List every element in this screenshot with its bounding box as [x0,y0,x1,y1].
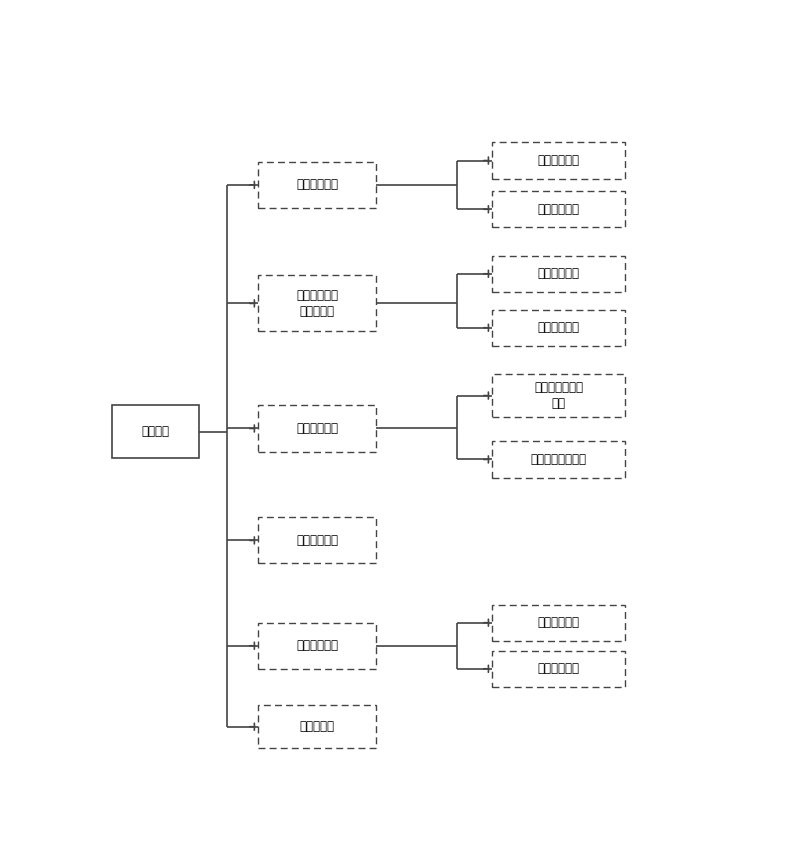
Bar [258,405,376,451]
Bar [492,256,626,292]
Text: 测点分布及路
径规划模块: 测点分布及路 径规划模块 [296,289,338,318]
Bar [258,275,376,332]
Text: 测量程序生成模块: 测量程序生成模块 [531,453,586,466]
Text: 测量路径干涉检
测块: 测量路径干涉检 测块 [534,380,583,410]
Text: 误差补偿模块: 误差补偿模块 [296,534,338,547]
Bar [258,162,376,208]
Bar [492,310,626,346]
Text: 特征提取模块: 特征提取模块 [538,154,580,167]
Bar [492,143,626,179]
Text: 模拟仿真模块: 模拟仿真模块 [538,203,580,215]
Bar [258,622,376,669]
Bar [492,374,626,417]
Text: 主控模块: 主控模块 [142,425,170,439]
Bar [492,192,626,227]
Bar [492,604,626,640]
Bar [492,441,626,478]
Text: 数据通信模块: 数据通信模块 [296,422,338,435]
Text: 工件找正模块: 工件找正模块 [538,616,580,629]
Text: 误差评定模块: 误差评定模块 [538,663,580,675]
Text: 模型解析模块: 模型解析模块 [296,179,338,192]
Text: 坐标变换模块: 坐标变换模块 [538,268,580,280]
Bar [258,705,376,748]
Text: 测点采样模块: 测点采样模块 [538,321,580,334]
Text: 数控处理模块: 数控处理模块 [296,640,338,652]
Bar [492,651,626,687]
Text: 专家库系统: 专家库系统 [299,720,334,734]
Bar [258,517,376,563]
Bar [112,405,199,458]
